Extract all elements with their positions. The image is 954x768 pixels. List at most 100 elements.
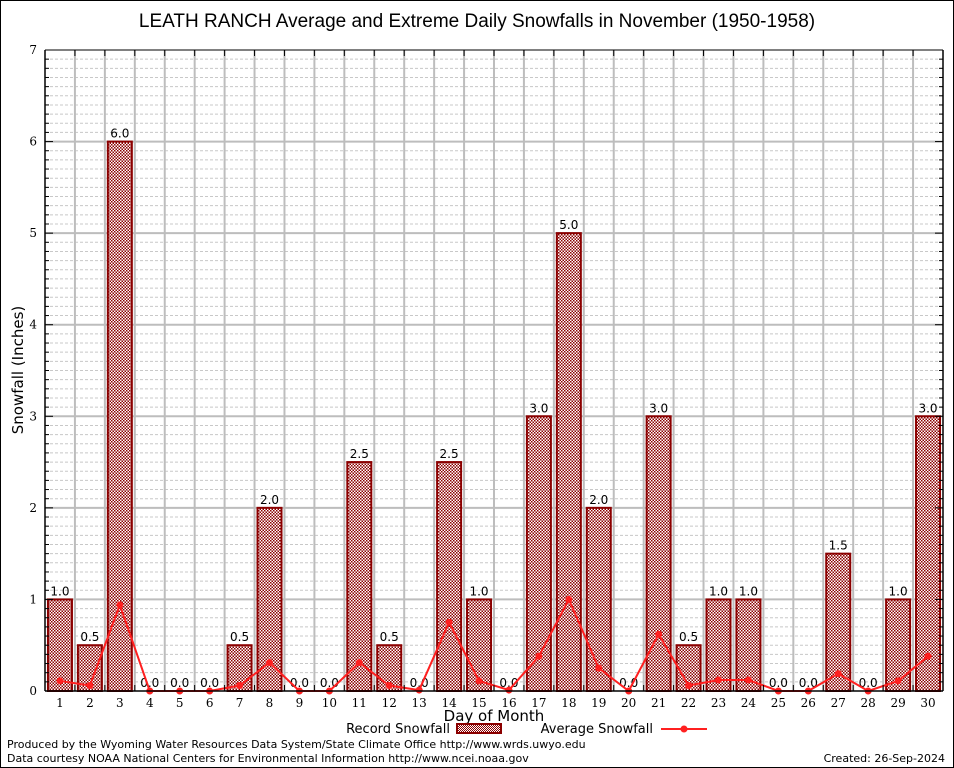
bar-day-19 xyxy=(585,506,612,692)
average-point xyxy=(894,677,902,685)
x-tick-label: 11 xyxy=(352,696,367,710)
average-point xyxy=(505,686,513,694)
bar-day-11 xyxy=(346,461,373,693)
x-tick-label: 26 xyxy=(801,696,816,710)
x-tick-label: 19 xyxy=(591,696,606,710)
bar-label: 1.5 xyxy=(829,539,848,553)
bar-label: 2.0 xyxy=(260,493,279,507)
legend: Record Snowfall Average Snowfall xyxy=(346,722,707,737)
average-point xyxy=(744,676,752,684)
bar-label: 0.5 xyxy=(380,630,399,644)
bar-day-8 xyxy=(256,506,283,692)
bar-label: 0.0 xyxy=(200,676,219,690)
grid xyxy=(45,50,943,691)
bar-label: 1.0 xyxy=(469,584,488,598)
average-point xyxy=(266,659,273,667)
average-point xyxy=(355,659,363,667)
x-tick-label: 14 xyxy=(441,696,457,710)
bar-label: 1.0 xyxy=(709,584,728,598)
y-tick-label: 1 xyxy=(29,592,37,606)
average-point xyxy=(385,682,393,690)
x-tick-label: 21 xyxy=(651,696,666,710)
y-tick-label: 7 xyxy=(29,43,37,57)
average-point xyxy=(595,664,603,672)
bar-label: 0.5 xyxy=(230,630,249,644)
x-tick-label: 20 xyxy=(621,696,636,710)
y-tick-label: 0 xyxy=(29,684,37,698)
average-point xyxy=(116,601,124,609)
bar-label: 0.0 xyxy=(499,676,518,690)
x-tick-labels: 1 2 3 4 5 6 7 8 9 10 11 12 13 14 15 16 17 18 19 20 21 22 23 24 2… xyxy=(56,696,936,710)
average-point xyxy=(86,682,94,690)
bar-day-14 xyxy=(436,461,463,693)
bar-label: 5.0 xyxy=(559,218,578,232)
legend-label-average: Average Snowfall xyxy=(541,722,653,737)
legend-swatch-average-marker xyxy=(680,725,688,733)
bar-label: 0.5 xyxy=(80,630,99,644)
average-point xyxy=(924,652,932,660)
bar-day-18 xyxy=(555,232,582,692)
average-point xyxy=(834,670,842,678)
x-tick-label: 30 xyxy=(920,696,935,710)
bar-label: 3.0 xyxy=(529,401,548,415)
footer-produced-by: Produced by the Wyoming Water Resources … xyxy=(7,738,586,751)
footer-data-courtesy: Data courtesy NOAA National Centers for … xyxy=(7,752,529,765)
y-tick-labels: 0 1 2 3 4 5 6 7 xyxy=(29,43,37,698)
bar-label: 3.0 xyxy=(918,401,937,415)
x-tick-label: 29 xyxy=(890,696,905,710)
average-point xyxy=(655,630,663,638)
x-tick-label: 16 xyxy=(501,696,516,710)
bar-label: 0.5 xyxy=(679,630,698,644)
x-tick-label: 7 xyxy=(236,696,244,710)
average-point xyxy=(445,618,453,626)
x-tick-label: 10 xyxy=(322,696,337,710)
bar-day-3 xyxy=(106,140,133,693)
average-point xyxy=(715,676,722,684)
bar-day-1 xyxy=(46,598,73,693)
x-tick-label: 9 xyxy=(296,696,304,710)
bar-day-15 xyxy=(466,598,493,693)
average-point xyxy=(415,686,423,694)
y-tick-label: 3 xyxy=(29,409,37,423)
bar-label: 2.0 xyxy=(589,493,608,507)
legend-label-record: Record Snowfall xyxy=(346,722,450,737)
average-point xyxy=(475,677,483,685)
bar-labels: 1.0 0.5 6.0 0.0 0.0 0.0 0.5 2.0 0.0 0.0 2.5 0.5 0.0 2… xyxy=(50,127,937,690)
x-tick-label: 15 xyxy=(471,696,486,710)
x-tick-label: 18 xyxy=(561,696,576,710)
x-tick-label: 13 xyxy=(412,696,427,710)
y-axis-label: Snowfall (Inches) xyxy=(9,306,27,434)
footer-created: Created: 26-Sep-2024 xyxy=(823,752,945,765)
bar-day-30 xyxy=(915,415,942,692)
x-tick-label: 4 xyxy=(146,696,154,710)
x-tick-label: 25 xyxy=(771,696,786,710)
axes xyxy=(44,49,944,692)
x-tick-label: 2 xyxy=(86,696,94,710)
bar-label: 0.0 xyxy=(170,676,189,690)
y-tick-label: 5 xyxy=(29,226,37,240)
bar-day-17 xyxy=(525,415,552,692)
average-point xyxy=(236,682,244,690)
x-tick-label: 1 xyxy=(56,696,64,710)
x-tick-label: 3 xyxy=(116,696,124,710)
bar-day-27 xyxy=(825,552,852,693)
average-point xyxy=(535,652,543,660)
x-tick-label: 22 xyxy=(681,696,696,710)
bar-label: 0.0 xyxy=(799,676,818,690)
x-tick-label: 23 xyxy=(711,696,726,710)
bar-label: 2.5 xyxy=(440,447,459,461)
y-tick-label: 4 xyxy=(29,318,37,332)
x-tick-label: 17 xyxy=(531,696,546,710)
bar-label: 0.0 xyxy=(769,676,788,690)
legend-swatch-record xyxy=(456,723,502,734)
average-point xyxy=(685,682,693,690)
x-tick-label: 8 xyxy=(266,696,274,710)
bar-day-29 xyxy=(885,598,912,693)
bar-label: 1.0 xyxy=(50,584,69,598)
x-tick-label: 24 xyxy=(741,696,757,710)
x-tick-label: 28 xyxy=(861,696,876,710)
bar-label: 0.0 xyxy=(859,676,878,690)
average-point xyxy=(56,677,64,685)
bar-label: 1.0 xyxy=(889,584,908,598)
